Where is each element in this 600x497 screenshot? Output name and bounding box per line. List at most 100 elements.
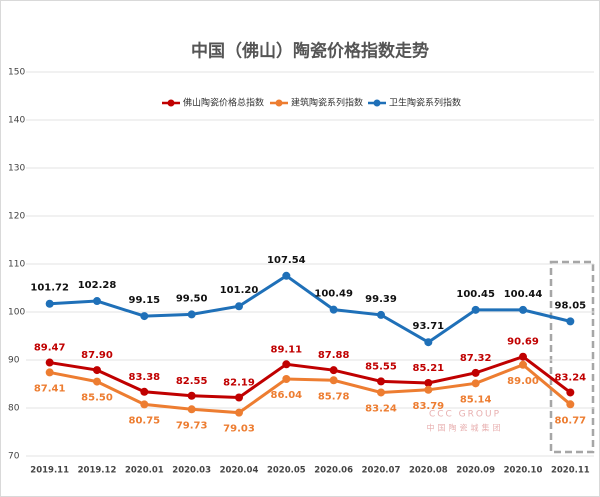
data-label: 83.38: [129, 372, 161, 383]
data-label: 82.55: [176, 376, 208, 387]
legend-marker: [167, 99, 175, 107]
data-label: 100.44: [504, 289, 543, 300]
data-point: [329, 305, 338, 314]
data-point: [93, 377, 101, 386]
data-point: [519, 360, 527, 369]
x-tick-label: 2020.03: [172, 466, 211, 476]
data-point: [566, 400, 575, 409]
data-point: [471, 368, 480, 377]
data-point: [187, 391, 196, 400]
y-tick-label: 140: [8, 116, 25, 126]
series-line: [49, 355, 572, 400]
data-point: [471, 379, 480, 388]
data-label: 86.04: [271, 390, 303, 401]
data-point: [282, 360, 291, 369]
data-point: [424, 338, 433, 347]
data-label: 98.05: [555, 300, 587, 311]
y-tick-label: 130: [8, 164, 25, 174]
data-point: [519, 305, 527, 314]
data-label: 87.32: [460, 353, 492, 364]
data-point: [235, 408, 243, 417]
series-line: [49, 363, 572, 415]
data-point: [424, 378, 433, 387]
watermark: 中国陶瓷城集团: [427, 423, 504, 433]
data-point: [566, 317, 575, 326]
data-label: 99.15: [129, 295, 161, 306]
data-point: [93, 297, 101, 306]
legend-marker: [373, 99, 381, 107]
data-point: [45, 368, 54, 377]
data-label: 85.78: [318, 391, 350, 402]
data-point: [187, 405, 196, 414]
data-label: 100.45: [456, 289, 495, 300]
data-label: 87.88: [318, 350, 350, 361]
data-point: [93, 366, 101, 375]
data-point: [187, 310, 196, 319]
data-point: [235, 393, 243, 402]
data-label: 82.19: [223, 377, 255, 388]
x-tick-label: 2019.11: [30, 466, 69, 476]
legend-marker: [275, 99, 283, 107]
data-point: [45, 358, 54, 367]
x-tick-label: 2020.11: [551, 466, 590, 476]
data-label: 101.20: [220, 285, 259, 296]
data-label: 87.41: [34, 383, 66, 394]
data-label: 107.54: [267, 255, 306, 266]
y-tick-label: 70: [8, 452, 20, 462]
data-point: [140, 400, 149, 409]
data-label: 85.14: [460, 394, 492, 405]
data-point: [329, 366, 338, 375]
data-label: 101.72: [30, 283, 69, 294]
data-point: [471, 305, 480, 314]
x-tick-label: 2019.12: [78, 466, 117, 476]
data-label: 83.24: [365, 403, 397, 414]
data-label: 80.77: [555, 415, 587, 426]
data-point: [519, 352, 527, 361]
data-point: [566, 388, 575, 397]
data-point: [424, 385, 433, 394]
data-point: [235, 302, 243, 311]
data-label: 93.71: [413, 321, 445, 332]
x-tick-label: 2020.09: [456, 466, 495, 476]
data-point: [377, 377, 385, 386]
data-label: 83.24: [555, 372, 587, 383]
x-tick-label: 2020.07: [362, 466, 401, 476]
data-point: [329, 376, 338, 385]
data-label: 102.28: [78, 280, 117, 291]
legend-label: 佛山陶瓷价格总指数: [183, 97, 264, 109]
data-label: 85.50: [81, 393, 113, 404]
series-line: [49, 273, 571, 344]
y-tick-label: 110: [8, 260, 25, 270]
chart-title: 中国（佛山）陶瓷价格指数走势: [191, 41, 429, 62]
data-label: 87.90: [81, 350, 113, 361]
x-tick-label: 2020.01: [125, 466, 164, 476]
data-label: 79.03: [223, 424, 255, 435]
data-point: [45, 299, 54, 308]
y-tick-label: 150: [8, 68, 25, 78]
data-point: [377, 388, 385, 397]
data-label: 89.11: [271, 344, 303, 355]
legend-label: 卫生陶瓷系列指数: [389, 97, 461, 109]
highlight-box: [549, 260, 595, 454]
data-point: [282, 271, 291, 280]
data-label: 83.79: [413, 401, 445, 412]
data-label: 89.00: [507, 376, 539, 387]
y-tick-label: 80: [8, 404, 20, 414]
data-label: 85.55: [365, 361, 397, 372]
data-label: 85.21: [413, 363, 445, 374]
data-label: 100.49: [314, 289, 353, 300]
data-label: 79.73: [176, 420, 208, 431]
x-tick-label: 2020.10: [504, 466, 543, 476]
data-point: [282, 375, 291, 384]
x-tick-label: 2020.05: [267, 466, 306, 476]
data-label: 99.50: [176, 293, 208, 304]
legend-label: 建筑陶瓷系列指数: [291, 97, 363, 109]
x-tick-label: 2020.08: [409, 466, 448, 476]
data-label: 90.69: [507, 337, 539, 348]
data-point: [140, 312, 149, 321]
data-point: [377, 310, 385, 319]
data-label: 89.47: [34, 343, 66, 354]
watermark: CCC GROUP: [429, 410, 501, 420]
